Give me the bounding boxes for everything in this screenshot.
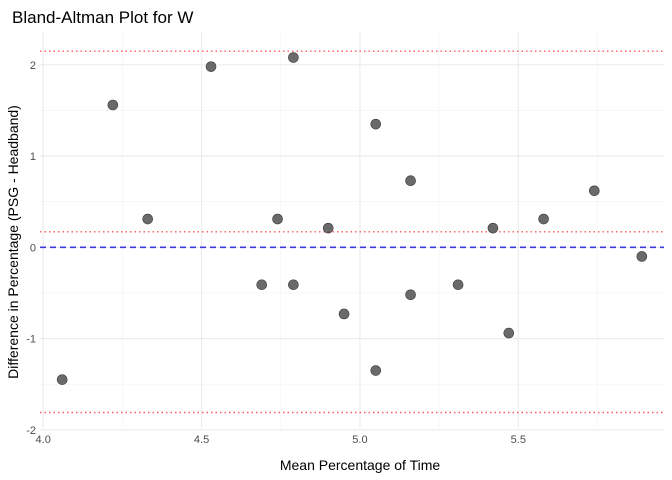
- data-point: [405, 289, 416, 301]
- grid: [40, 32, 664, 431]
- data-point: [272, 213, 283, 225]
- y-tick-label: -1: [26, 334, 36, 346]
- data-point: [370, 365, 382, 376]
- data-point: [288, 52, 299, 63]
- data-point: [322, 222, 334, 234]
- x-tick-label: 4.0: [36, 434, 51, 446]
- data-point: [589, 185, 600, 197]
- data-point: [636, 251, 648, 262]
- data-point: [56, 374, 68, 385]
- data-point: [503, 327, 515, 339]
- data-point: [487, 222, 499, 234]
- data-point: [256, 279, 268, 291]
- x-tick-label: 5.5: [511, 434, 526, 446]
- data-point: [205, 61, 217, 72]
- x-tick-label: 4.5: [194, 434, 209, 446]
- y-axis-label: Difference in Percentage (PSG - Headband…: [5, 105, 21, 379]
- data-point: [288, 279, 299, 291]
- y-tick-label: -2: [26, 425, 36, 437]
- data-points: [56, 52, 648, 385]
- data-point: [538, 213, 549, 225]
- data-point: [107, 99, 119, 111]
- y-axis-ticks: -2 -1 0 1 2: [26, 60, 36, 437]
- data-point: [142, 213, 153, 225]
- y-tick-label: 2: [30, 60, 36, 72]
- x-tick-label: 5.0: [352, 434, 367, 446]
- data-point: [452, 279, 464, 291]
- x-axis-label: Mean Percentage of Time: [280, 457, 441, 473]
- y-tick-label: 0: [30, 242, 36, 254]
- x-axis-ticks: 4.0 4.5 5.0 5.5: [36, 434, 526, 446]
- data-point: [405, 175, 416, 187]
- reference-lines: [40, 50, 664, 414]
- y-tick-label: 1: [30, 151, 36, 163]
- data-point: [338, 308, 350, 320]
- data-point: [370, 118, 382, 130]
- chart-title: Bland-Altman Plot for W: [12, 8, 193, 27]
